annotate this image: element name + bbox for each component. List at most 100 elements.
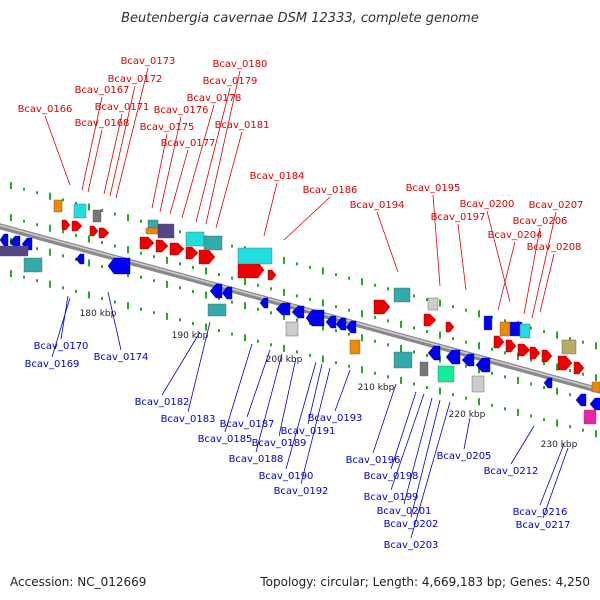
- scale-label: 190 kbp: [172, 331, 209, 341]
- forward-gene-arrow: [573, 361, 585, 375]
- gene-label-bottom: Bcav_0203: [384, 540, 439, 551]
- scale-tick: [75, 201, 77, 205]
- gene-block-blue: [483, 315, 493, 331]
- forward-gene-arrow: [155, 239, 169, 253]
- scale-tick: [335, 329, 337, 333]
- scale-tick: [257, 283, 259, 287]
- gene-label-bottom: Bcav_0212: [484, 466, 539, 477]
- reverse-gene-arrow: [345, 320, 357, 334]
- reverse-gene-arrow: [291, 305, 305, 319]
- genome-summary-text: Topology: circular; Length: 4,669,183 bp…: [259, 575, 590, 589]
- scale-tick: [140, 307, 142, 311]
- scale-tick: [62, 230, 64, 234]
- scale-tick: [62, 254, 64, 258]
- scale-tick: [88, 203, 90, 211]
- scale-tick: [75, 233, 77, 237]
- gene-label-bottom: Bcav_0187: [220, 419, 275, 430]
- gene-label-bottom: Bcav_0190: [259, 471, 314, 482]
- scale-tick: [569, 337, 571, 341]
- scale-tick: [491, 403, 493, 407]
- scale-tick: [296, 262, 298, 266]
- leader-line: [60, 295, 69, 340]
- gene-block-teal: [207, 303, 227, 317]
- gene-block-cyan: [237, 247, 273, 265]
- reverse-gene-arrow: [325, 315, 337, 329]
- scale-tick: [504, 351, 506, 355]
- gene-label-bottom: Bcav_0198: [364, 471, 419, 482]
- scale-tick: [166, 256, 168, 264]
- leader-line: [87, 129, 103, 193]
- forward-gene-arrow: [98, 227, 110, 239]
- scale-tick: [231, 244, 233, 248]
- scale-tick: [153, 311, 155, 315]
- scale-tick: [335, 361, 337, 365]
- scale-tick: [491, 347, 493, 351]
- scale-tick: [491, 371, 493, 375]
- scale-tick: [478, 310, 480, 318]
- leader-line: [169, 149, 189, 215]
- gene-block-teal: [203, 235, 223, 251]
- reverse-gene-arrow: [427, 345, 441, 361]
- leader-line: [283, 196, 331, 241]
- leader-line: [539, 443, 565, 506]
- leader-line: [246, 349, 271, 418]
- scale-tick: [75, 257, 77, 261]
- scale-tick: [556, 419, 558, 427]
- forward-gene-arrow: [169, 242, 185, 256]
- reverse-gene-arrow: [543, 377, 553, 389]
- leader-line: [390, 391, 417, 470]
- forward-gene-arrow: [445, 321, 455, 333]
- gene-block-khaki: [561, 339, 577, 355]
- scale-label: 200 kbp: [266, 355, 303, 365]
- scale-tick: [426, 329, 428, 333]
- leader-line: [81, 96, 103, 191]
- scale-tick: [478, 366, 480, 374]
- gene-block-cyan: [73, 203, 87, 219]
- scale-tick: [569, 425, 571, 429]
- leader-line: [159, 116, 182, 213]
- reverse-gene-arrow: [335, 317, 347, 331]
- gene-label-bottom: Bcav_0182: [135, 397, 190, 408]
- forward-gene-arrow: [267, 269, 277, 281]
- scale-tick: [452, 393, 454, 397]
- gene-label-bottom: Bcav_0189: [252, 438, 307, 449]
- leader-line: [187, 321, 211, 413]
- gene-label-bottom: Bcav_0199: [364, 492, 419, 503]
- scale-tick: [23, 275, 25, 279]
- gene-label-top: Bcav_0186: [303, 185, 358, 196]
- gene-block-orange: [145, 227, 159, 235]
- scale-tick: [127, 246, 129, 254]
- gene-label-bottom: Bcav_0201: [377, 506, 432, 517]
- scale-tick: [309, 297, 311, 301]
- scale-tick: [595, 342, 597, 350]
- scale-tick: [270, 343, 272, 347]
- scale-tick: [166, 280, 168, 288]
- scale-tick: [569, 369, 571, 373]
- gene-label-top: Bcav_0208: [527, 242, 582, 253]
- scale-tick: [179, 318, 181, 322]
- leader-line: [263, 182, 278, 237]
- reverse-gene-arrow: [589, 397, 600, 411]
- forward-gene-arrow: [198, 249, 216, 265]
- scale-tick: [231, 332, 233, 336]
- leader-line: [523, 227, 541, 315]
- leader-line: [410, 401, 451, 539]
- scale-tick: [452, 337, 454, 341]
- leader-line: [486, 210, 511, 303]
- leader-line: [539, 253, 555, 313]
- scale-tick: [582, 340, 584, 344]
- scale-tick: [465, 396, 467, 400]
- gene-label-top: Bcav_0206: [513, 216, 568, 227]
- gene-block-teal: [393, 351, 413, 369]
- forward-gene-arrow: [541, 349, 553, 363]
- scale-tick: [387, 319, 389, 323]
- gene-label-top: Bcav_0168: [75, 118, 130, 129]
- reverse-gene-arrow: [75, 253, 85, 265]
- scale-tick: [426, 297, 428, 301]
- scale-tick: [36, 247, 38, 251]
- scale-tick: [49, 248, 51, 256]
- scale-tick: [374, 371, 376, 375]
- scale-tick: [504, 319, 506, 323]
- gene-block-grey: [419, 361, 429, 377]
